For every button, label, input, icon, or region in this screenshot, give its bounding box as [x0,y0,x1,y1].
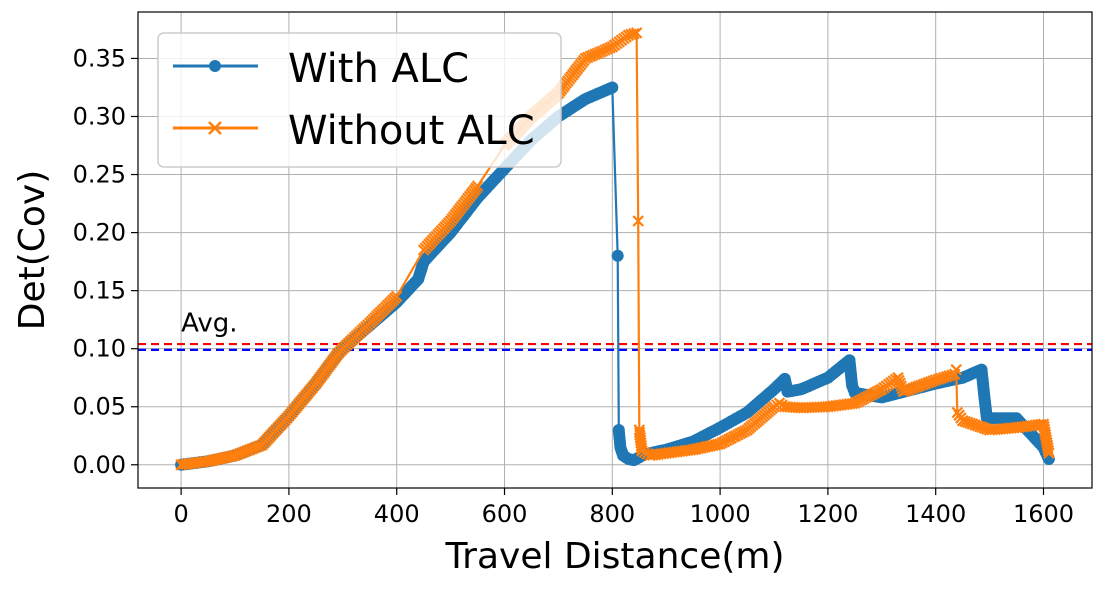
data-point [471,180,484,192]
data-point [1042,444,1055,457]
legend-marker-without-alc [208,121,222,135]
x-tick-label: 1000 [690,500,751,528]
y-tick-label: 0.15 [73,277,126,305]
y-tick-label: 0.10 [73,335,126,363]
x-axis-label: Travel Distance(m) [444,536,784,577]
x-tick-label: 600 [482,500,528,528]
x-tick-label: 400 [374,500,420,528]
legend-box [157,32,562,168]
y-tick-label: 0.25 [73,161,126,189]
x-axis: 0 200 400 600 800 1000 1200 1400 1600 [173,488,1074,528]
y-axis: 0.00 0.05 0.10 0.15 0.20 0.25 0.30 0.35 [73,44,138,479]
y-tick-label: 0.20 [73,219,126,247]
y-tick-label: 0.05 [73,393,126,421]
x-tick-label: 1400 [905,500,966,528]
legend-marker-with-alc [209,60,221,72]
legend: With ALC Without ALC [157,32,562,168]
data-point [606,81,619,94]
y-axis-label: Det(Cov) [12,170,53,331]
y-tick-label: 0.35 [73,44,126,72]
data-point [1043,447,1055,459]
reference-lines [138,342,1092,351]
x-tick-label: 200 [266,500,312,528]
x-tick-label: 1200 [797,500,858,528]
data-point [390,290,403,303]
data-point [632,215,644,227]
legend-label-without-alc: Without ALC [288,108,535,154]
plot-frame [137,11,1093,489]
data-point [611,249,624,262]
avg-annotation: Avg. [181,308,237,338]
x-tick-label: 0 [173,500,188,528]
series-layer [175,27,1055,471]
y-tick-label: 0.30 [73,102,126,130]
data-point [628,27,640,40]
data-point [950,363,962,376]
y-tick-label: 0.00 [73,451,126,479]
x-tick-label: 1600 [1013,500,1074,528]
x-tick-label: 800 [589,500,635,528]
legend-label-with-alc: With ALC [288,46,469,92]
data-point [630,27,643,39]
